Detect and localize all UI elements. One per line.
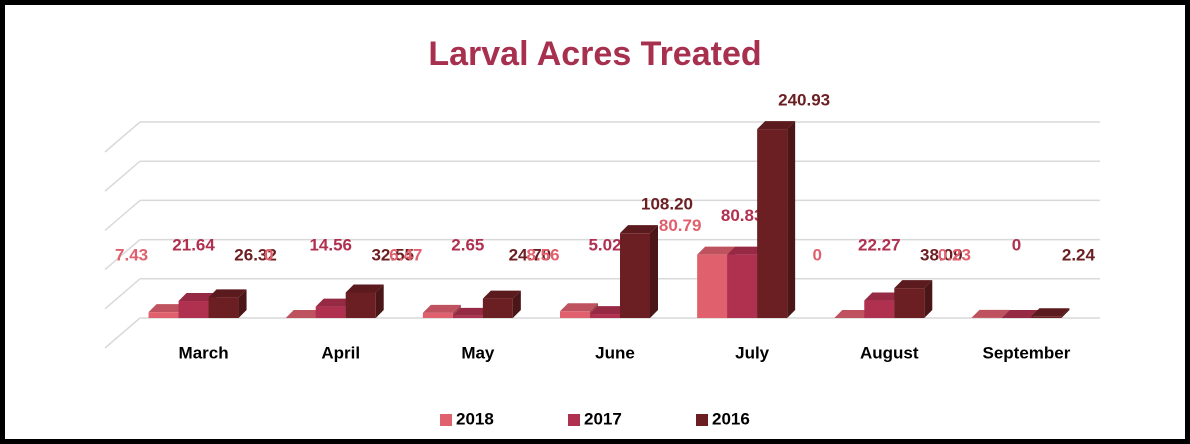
bar-top [208,289,247,298]
grid-line-depth [104,317,141,349]
data-label: 21.64 [172,235,215,254]
grid-line-depth [104,239,141,271]
data-label: 5.02 [588,235,621,254]
data-label: 108.20 [641,195,693,214]
legend-swatch [440,414,452,426]
bar [864,300,895,318]
legend-swatch [568,414,580,426]
bar-side [650,225,658,318]
bar [1031,316,1062,318]
bar-top [345,284,384,293]
bar-top [315,298,354,307]
bar [697,254,728,318]
bar [560,311,590,318]
x-tick-label: May [461,343,495,362]
data-label: 32.55 [371,245,414,264]
grid-line-depth [104,278,141,310]
bar-side [924,280,933,318]
bar-top [285,310,324,318]
data-label: 24.70 [509,245,552,264]
bar [208,297,239,318]
data-label: 0 [813,245,822,264]
bar [590,314,620,318]
data-label: 0 [264,245,273,264]
x-tick-label: March [179,343,229,362]
bar [178,301,209,318]
grid-line-depth [104,199,141,231]
legend-label: 2016 [712,409,750,428]
bar-top [834,310,873,318]
data-label: 7.43 [115,245,148,264]
bar-top [482,290,521,299]
bar [345,292,376,318]
bar-top [757,121,796,130]
bar-top [148,304,187,313]
bar [452,315,483,318]
legend-label: 2017 [584,409,622,428]
x-tick-label: June [595,343,635,362]
bar-side [512,290,521,318]
bar [727,254,758,318]
data-label: 2.24 [1062,245,1096,264]
bar-top [727,246,766,255]
data-label: 6.47 [389,245,422,264]
bar-top [1031,308,1070,317]
legend-label: 2018 [456,409,494,428]
bar-side [375,284,384,318]
data-label: 80.83 [721,206,764,225]
bar [315,306,346,318]
bar-top [894,280,933,289]
bar-top [864,292,903,301]
bar [757,129,788,318]
bar-top [422,304,461,313]
bar-top [697,246,736,255]
bar-top [590,306,628,315]
data-label: 2.65 [451,235,484,254]
chart-title: Larval Acres Treated [428,35,761,73]
x-tick-label: August [860,343,919,362]
bar [422,312,453,318]
bar-top [560,303,598,312]
bar-top [178,293,217,302]
data-label: 80.79 [659,216,702,235]
grid-line-depth [104,121,141,153]
data-label: 8.56 [526,245,559,264]
bar [482,298,513,318]
data-label: 240.93 [778,91,830,110]
bar-side [1001,309,1010,318]
x-tick-label: April [321,343,360,362]
data-label: 14.56 [309,235,352,254]
bar-side [1061,308,1070,318]
bar-top [971,309,1010,318]
data-label: 0.23 [938,245,971,264]
bar [620,233,650,318]
bar [148,312,179,318]
x-tick-label: September [982,343,1070,362]
grid-line-depth [104,160,141,192]
data-label: 26.32 [234,245,277,264]
bar-top [620,225,658,234]
legend-swatch [696,414,708,426]
bar-top [1001,310,1040,318]
data-label: 0 [1012,235,1021,254]
data-label: 38.09 [920,245,963,264]
bar-top [452,307,491,316]
bar [894,288,925,318]
bar-side [238,289,247,318]
x-tick-label: July [735,343,770,362]
bar-side [787,121,796,319]
data-label: 22.27 [858,235,901,254]
